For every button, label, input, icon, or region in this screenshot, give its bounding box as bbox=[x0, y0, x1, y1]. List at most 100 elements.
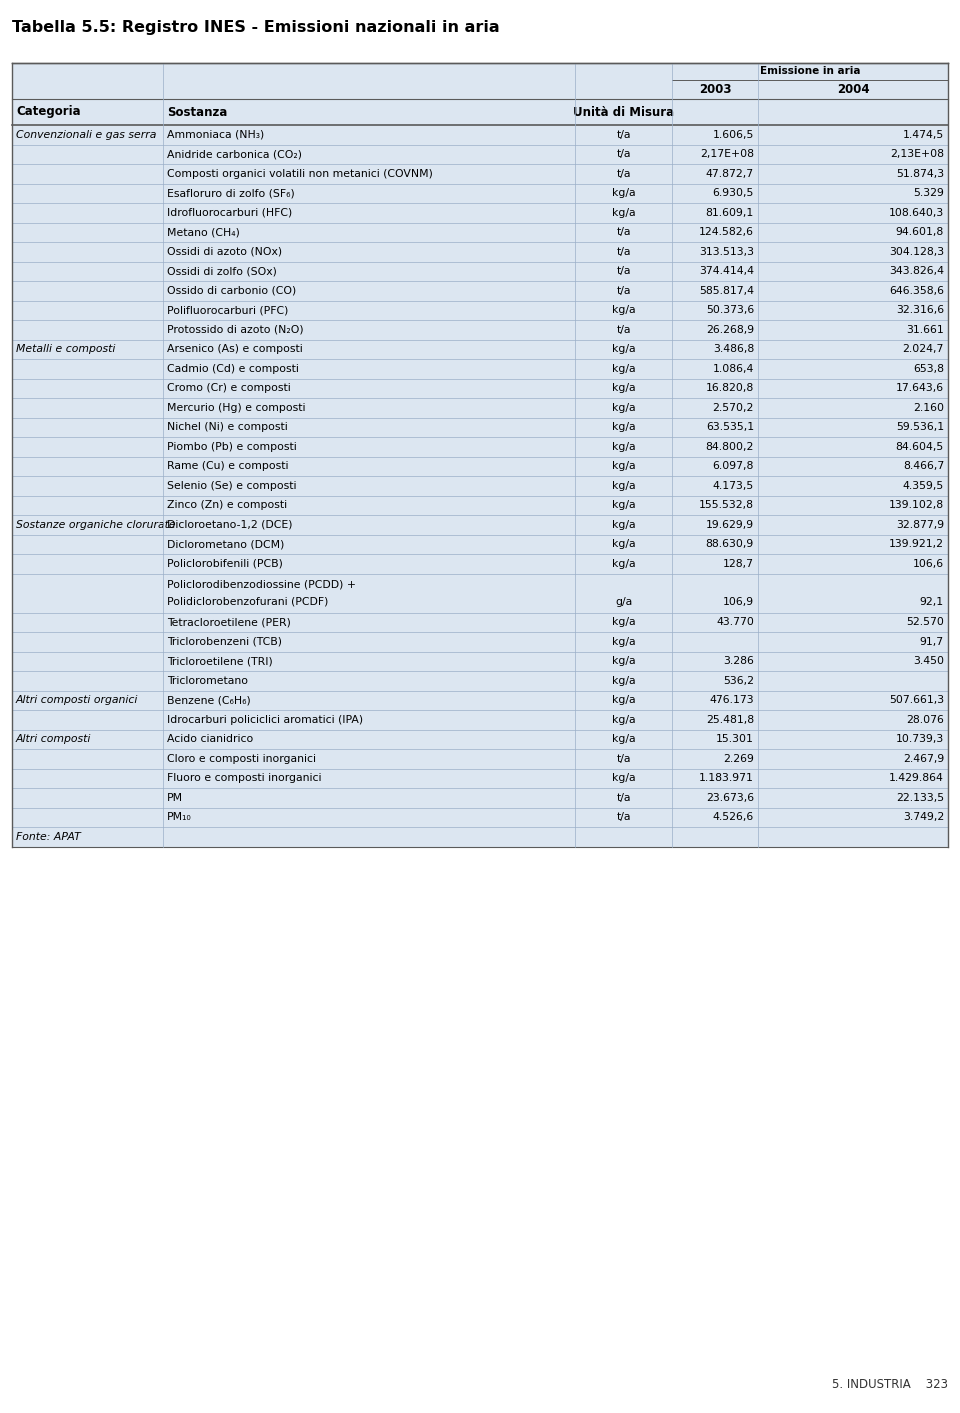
Text: Tetracloroetilene (PER): Tetracloroetilene (PER) bbox=[167, 617, 291, 627]
Text: 106,9: 106,9 bbox=[723, 596, 754, 606]
Text: Diclorometano (DCM): Diclorometano (DCM) bbox=[167, 540, 284, 550]
Text: 128,7: 128,7 bbox=[723, 558, 754, 569]
Text: Selenio (Se) e composti: Selenio (Se) e composti bbox=[167, 480, 297, 490]
Bar bbox=[12, 261, 948, 281]
Text: 92,1: 92,1 bbox=[920, 596, 944, 606]
Text: 4.526,6: 4.526,6 bbox=[712, 812, 754, 822]
Text: 2.467,9: 2.467,9 bbox=[902, 753, 944, 764]
Text: Tricloroetilene (TRI): Tricloroetilene (TRI) bbox=[167, 656, 273, 667]
Bar bbox=[12, 729, 948, 749]
Bar bbox=[12, 398, 948, 417]
Text: kg/a: kg/a bbox=[612, 656, 636, 667]
Text: Altri composti: Altri composti bbox=[16, 735, 91, 745]
Text: 374.414,4: 374.414,4 bbox=[699, 266, 754, 277]
Bar bbox=[12, 319, 948, 339]
Text: Metalli e composti: Metalli e composti bbox=[16, 345, 115, 355]
Text: 2.160: 2.160 bbox=[913, 403, 944, 413]
Text: 6.097,8: 6.097,8 bbox=[712, 461, 754, 472]
Text: kg/a: kg/a bbox=[612, 383, 636, 393]
Bar bbox=[12, 827, 948, 846]
Bar bbox=[12, 709, 948, 729]
Text: 476.173: 476.173 bbox=[709, 695, 754, 705]
Bar bbox=[12, 164, 948, 184]
Text: Idrofluorocarburi (HFC): Idrofluorocarburi (HFC) bbox=[167, 208, 292, 218]
Text: 507.661,3: 507.661,3 bbox=[889, 695, 944, 705]
Bar bbox=[12, 242, 948, 261]
Text: Polidiclorobenzofurani (PCDF): Polidiclorobenzofurani (PCDF) bbox=[167, 596, 328, 606]
Bar bbox=[12, 64, 948, 124]
Text: Zinco (Zn) e composti: Zinco (Zn) e composti bbox=[167, 500, 287, 510]
Text: PM₁₀: PM₁₀ bbox=[167, 812, 192, 822]
Text: Metano (CH₄): Metano (CH₄) bbox=[167, 227, 240, 237]
Text: Protossido di azoto (N₂O): Protossido di azoto (N₂O) bbox=[167, 325, 303, 335]
Text: Fonte: APAT: Fonte: APAT bbox=[16, 832, 81, 842]
Text: t/a: t/a bbox=[616, 247, 631, 257]
Text: Ossido di carbonio (CO): Ossido di carbonio (CO) bbox=[167, 285, 297, 295]
Text: 88.630,9: 88.630,9 bbox=[706, 540, 754, 550]
Text: 1.474,5: 1.474,5 bbox=[902, 130, 944, 140]
Bar bbox=[12, 301, 948, 319]
Text: 16.820,8: 16.820,8 bbox=[706, 383, 754, 393]
Text: 1.183.971: 1.183.971 bbox=[699, 773, 754, 783]
Text: 5. INDUSTRIA    323: 5. INDUSTRIA 323 bbox=[832, 1379, 948, 1392]
Text: 6.930,5: 6.930,5 bbox=[712, 188, 754, 198]
Text: 59.536,1: 59.536,1 bbox=[896, 422, 944, 432]
Text: kg/a: kg/a bbox=[612, 500, 636, 510]
Text: Fluoro e composti inorganici: Fluoro e composti inorganici bbox=[167, 773, 322, 783]
Text: 2.570,2: 2.570,2 bbox=[712, 403, 754, 413]
Text: 84.800,2: 84.800,2 bbox=[706, 442, 754, 452]
Text: Ammoniaca (NH₃): Ammoniaca (NH₃) bbox=[167, 130, 264, 140]
Text: 94.601,8: 94.601,8 bbox=[896, 227, 944, 237]
Text: Sostanze organiche clorurate: Sostanze organiche clorurate bbox=[16, 520, 176, 530]
Text: t/a: t/a bbox=[616, 325, 631, 335]
Bar bbox=[12, 456, 948, 476]
Text: t/a: t/a bbox=[616, 753, 631, 764]
Text: kg/a: kg/a bbox=[612, 305, 636, 315]
Bar bbox=[12, 203, 948, 222]
Text: Idrocarburi policiclici aromatici (IPA): Idrocarburi policiclici aromatici (IPA) bbox=[167, 715, 363, 725]
Text: 2,17E+08: 2,17E+08 bbox=[700, 150, 754, 160]
Text: 139.921,2: 139.921,2 bbox=[889, 540, 944, 550]
Text: kg/a: kg/a bbox=[612, 345, 636, 355]
Text: kg/a: kg/a bbox=[612, 675, 636, 685]
Bar bbox=[12, 124, 948, 144]
Bar bbox=[12, 437, 948, 456]
Text: Arsenico (As) e composti: Arsenico (As) e composti bbox=[167, 345, 302, 355]
Text: PM: PM bbox=[167, 793, 183, 803]
Text: 19.629,9: 19.629,9 bbox=[706, 520, 754, 530]
Text: kg/a: kg/a bbox=[612, 442, 636, 452]
Bar bbox=[12, 632, 948, 651]
Text: 28.076: 28.076 bbox=[906, 715, 944, 725]
Bar bbox=[12, 417, 948, 437]
Text: 1.086,4: 1.086,4 bbox=[712, 363, 754, 374]
Bar bbox=[12, 749, 948, 769]
Text: 304.128,3: 304.128,3 bbox=[889, 247, 944, 257]
Text: t/a: t/a bbox=[616, 130, 631, 140]
Text: 536,2: 536,2 bbox=[723, 675, 754, 685]
Text: 32.316,6: 32.316,6 bbox=[896, 305, 944, 315]
Bar bbox=[12, 788, 948, 807]
Text: Convenzionali e gas serra: Convenzionali e gas serra bbox=[16, 130, 156, 140]
Text: Nichel (Ni) e composti: Nichel (Ni) e composti bbox=[167, 422, 288, 432]
Text: Piombo (Pb) e composti: Piombo (Pb) e composti bbox=[167, 442, 297, 452]
Text: 17.643,6: 17.643,6 bbox=[896, 383, 944, 393]
Bar bbox=[12, 574, 948, 612]
Text: kg/a: kg/a bbox=[612, 208, 636, 218]
Text: 22.133,5: 22.133,5 bbox=[896, 793, 944, 803]
Text: 5.329: 5.329 bbox=[913, 188, 944, 198]
Text: 25.481,8: 25.481,8 bbox=[706, 715, 754, 725]
Text: kg/a: kg/a bbox=[612, 773, 636, 783]
Bar bbox=[12, 807, 948, 827]
Text: Unità di Misura: Unità di Misura bbox=[573, 106, 674, 119]
Text: kg/a: kg/a bbox=[612, 461, 636, 472]
Text: Emissione in aria: Emissione in aria bbox=[759, 66, 860, 76]
Text: Altri composti organici: Altri composti organici bbox=[16, 695, 138, 705]
Text: 91,7: 91,7 bbox=[920, 637, 944, 647]
Text: Categoria: Categoria bbox=[16, 106, 81, 119]
Text: Benzene (C₆H₆): Benzene (C₆H₆) bbox=[167, 695, 251, 705]
Text: Dicloroetano-1,2 (DCE): Dicloroetano-1,2 (DCE) bbox=[167, 520, 293, 530]
Text: kg/a: kg/a bbox=[612, 558, 636, 569]
Text: 1.429.864: 1.429.864 bbox=[889, 773, 944, 783]
Text: Ossidi di zolfo (SOx): Ossidi di zolfo (SOx) bbox=[167, 266, 276, 277]
Text: 47.872,7: 47.872,7 bbox=[706, 168, 754, 179]
